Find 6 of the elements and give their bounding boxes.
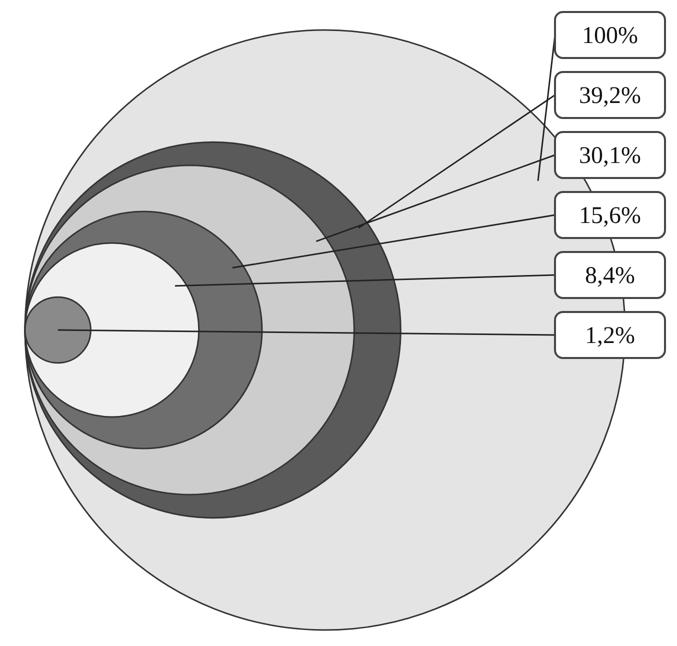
data-label: 15,6% [579, 203, 641, 229]
data-label: 1,2% [585, 323, 635, 349]
data-label: 39,2% [579, 83, 641, 109]
data-label: 30,1% [579, 143, 641, 169]
data-label: 8,4% [585, 263, 635, 289]
data-label: 100% [582, 23, 638, 49]
